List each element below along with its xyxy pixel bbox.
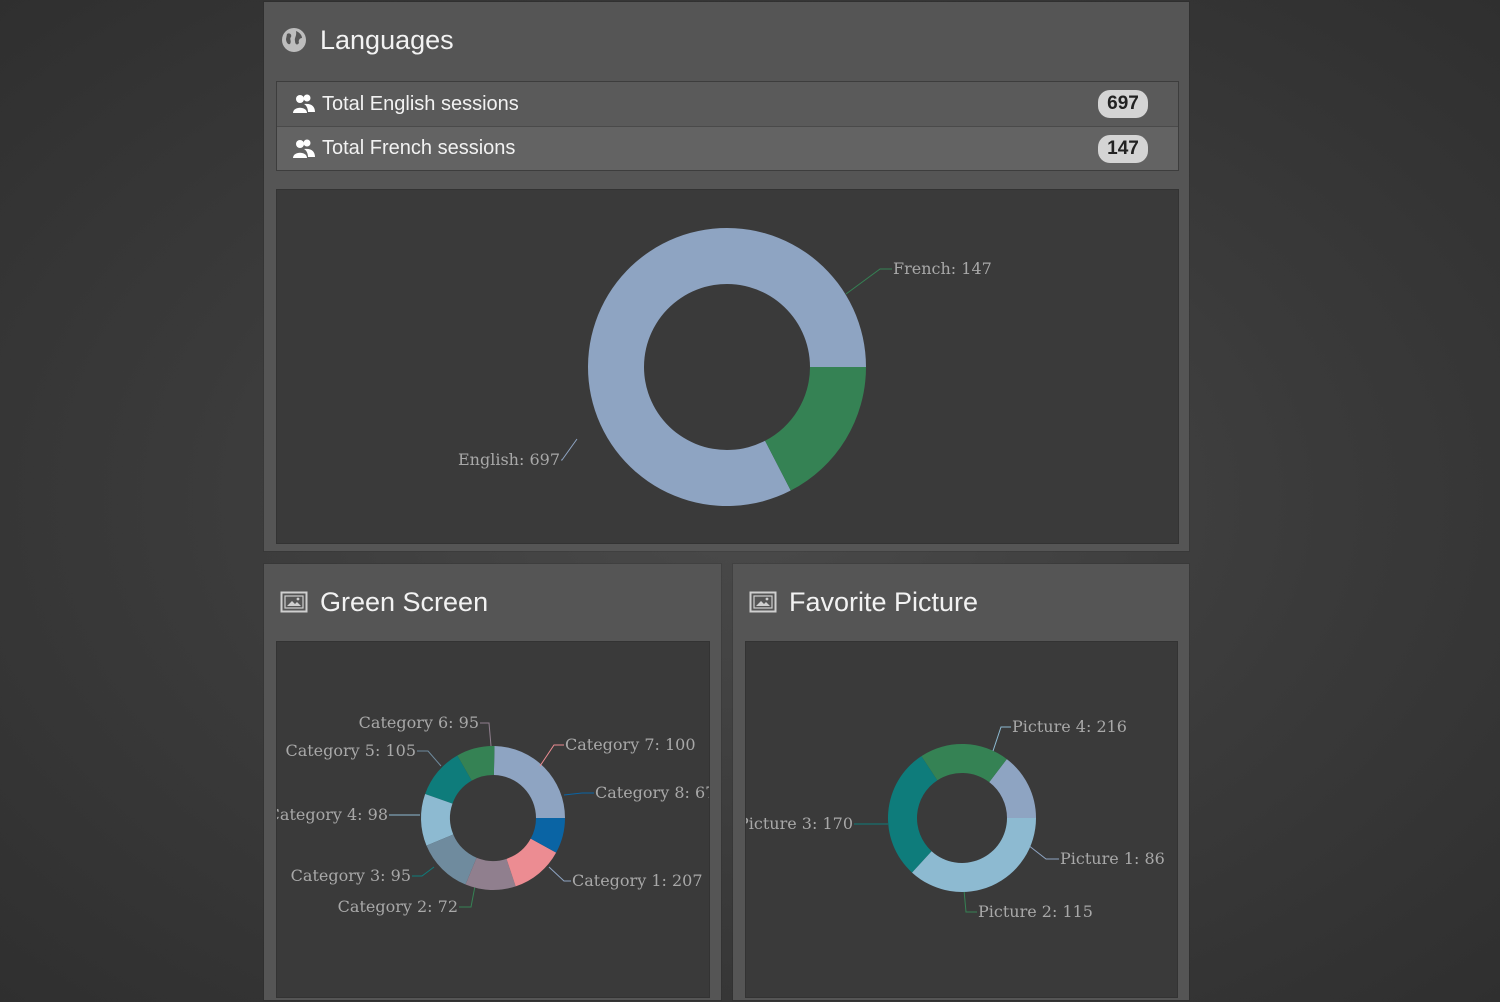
donut-slice-2[interactable] [921,744,1007,783]
data-label: Picture 3: 170 [746,814,853,833]
leader-line [459,885,476,908]
favorite-picture-panel: Favorite Picture Picture 1: 86 Picture 2:… [733,564,1189,1000]
leader-line [417,750,442,767]
data-label: Category 8: 67 [595,783,709,802]
data-label: Picture 1: 86 [1060,849,1165,868]
leader-line [563,792,594,796]
globe-icon [280,26,308,54]
data-label: Category 3: 95 [291,866,411,885]
count-badge: 147 [1098,134,1148,163]
list-item-label: Total French sessions [322,137,516,159]
users-icon [292,138,316,160]
leader-line [1027,844,1059,860]
donut-slice-2[interactable] [765,367,866,491]
favorite-picture-header: Favorite Picture [749,582,978,622]
donut-slice-3[interactable] [425,755,472,804]
languages-panel: Languages Total English sessions 697 [264,2,1189,551]
donut-slice-3[interactable] [888,756,938,873]
sessions-list: Total English sessions 697 Total French … [276,81,1179,171]
donut-slice-6[interactable] [465,857,516,890]
users-icon [292,93,316,115]
languages-donut-chart: English: 697 French: 147 [458,228,992,507]
data-label: Category 1: 207 [572,871,703,890]
data-label: Category 4: 98 [277,805,388,824]
leader-line [963,889,977,913]
donut-slice-1[interactable] [588,228,866,507]
green-screen-header: Green Screen [280,582,488,622]
panel-title: Green Screen [320,586,489,617]
green-screen-donut-chart: Category 1: 207 Category 2: 72 Category 3:… [268,713,716,916]
data-label: Picture 2: 115 [978,902,1093,921]
list-item-label: Total English sessions [322,92,519,115]
data-label: Category 7: 100 [565,735,696,754]
donut-slice-4[interactable] [912,818,1036,893]
leader-line [539,744,564,767]
leader-line [561,438,578,461]
leader-line [548,866,571,882]
list-item-english[interactable]: Total English sessions 697 [277,82,1178,126]
favorite-picture-donut-chart: Picture 1: 86 Picture 2: 115 Picture 3: 17… [738,717,1165,921]
image-icon [749,590,777,614]
donut-slice-7[interactable] [506,838,557,887]
list-item-french[interactable]: Total French sessions 147 [277,126,1178,170]
data-label: English: 697 [458,450,560,469]
languages-header: Languages [280,20,454,60]
languages-chart: English: 697 French: 147 [276,189,1179,544]
donut-slice-8[interactable] [530,818,565,853]
leader-line [992,726,1011,752]
data-label: Category 2: 72 [338,897,458,916]
leader-line [480,722,492,747]
donut-slice-1[interactable] [493,746,565,818]
data-label: Category 6: 95 [359,713,479,732]
count-badge: 697 [1098,90,1148,118]
favorite-picture-chart: Picture 1: 86 Picture 2: 115 Picture 3: 17… [738,641,1178,998]
donut-slice-4[interactable] [421,793,454,846]
donut-slice-1[interactable] [989,759,1036,818]
donut-slice-5[interactable] [426,834,477,885]
data-label: French: 147 [893,259,992,278]
data-label: Category 5: 105 [285,741,416,760]
green-screen-chart: Category 1: 207 Category 2: 72 Category 3:… [268,641,716,998]
data-label: Picture 4: 216 [1012,717,1127,736]
panel-title: Languages [320,24,454,55]
leader-line [845,268,892,295]
panel-title: Favorite Picture [789,586,979,617]
donut-slice-2[interactable] [457,746,495,781]
leader-line [412,866,435,877]
image-icon [280,590,308,614]
green-screen-panel: Green Screen Category 1: 207 Category 2: … [264,564,721,1000]
